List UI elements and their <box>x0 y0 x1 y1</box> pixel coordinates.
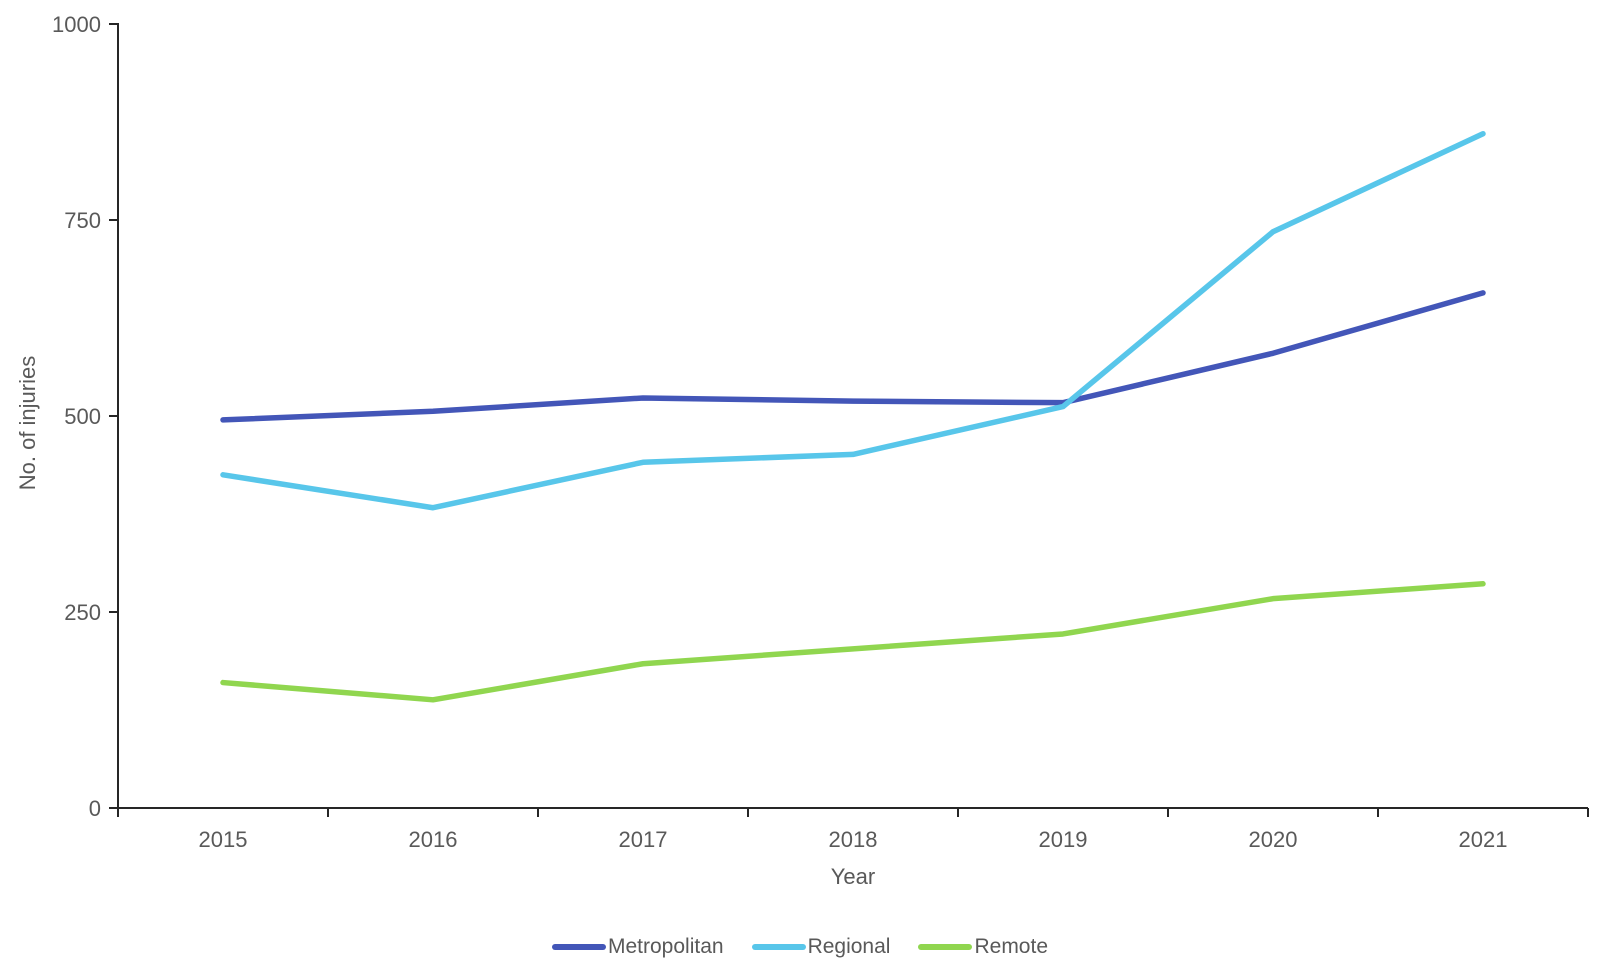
x-axis-title: Year <box>830 864 876 889</box>
line-regional <box>220 131 1486 511</box>
legend-item-remote: Remote <box>918 934 1048 960</box>
legend-label-remote: Remote <box>974 935 1048 958</box>
y-tick-label-750: 750 <box>64 208 101 233</box>
legend-item-metropolitan: Metropolitan <box>552 934 724 960</box>
line-remote <box>220 581 1486 703</box>
x-tick-label-2017: 2017 <box>619 827 668 852</box>
legend-swatch-regional-icon <box>751 944 806 950</box>
x-tick-label-2015: 2015 <box>199 827 248 852</box>
legend: Metropolitan Regional Remote <box>0 934 1600 960</box>
x-tick-label-2016: 2016 <box>409 827 458 852</box>
y-tick-label-0: 0 <box>89 796 101 821</box>
y-tick-label-1000: 1000 <box>52 12 101 37</box>
line-metropolitan <box>220 290 1486 423</box>
legend-label-metropolitan: Metropolitan <box>608 935 724 958</box>
x-tick-label-2018: 2018 <box>829 827 878 852</box>
legend-label-regional: Regional <box>807 935 891 958</box>
y-axis-title: No. of injuries <box>15 355 40 491</box>
legend-item-regional: Regional <box>751 934 891 960</box>
x-tick-label-2019: 2019 <box>1039 827 1088 852</box>
legend-swatch-remote-icon <box>918 944 973 950</box>
legend-swatch-metropolitan-icon <box>552 944 606 950</box>
x-tick-label-2021: 2021 <box>1459 827 1508 852</box>
x-tick-label-2020: 2020 <box>1249 827 1298 852</box>
y-tick-label-250: 250 <box>64 600 101 625</box>
y-tick-label-500: 500 <box>64 404 101 429</box>
